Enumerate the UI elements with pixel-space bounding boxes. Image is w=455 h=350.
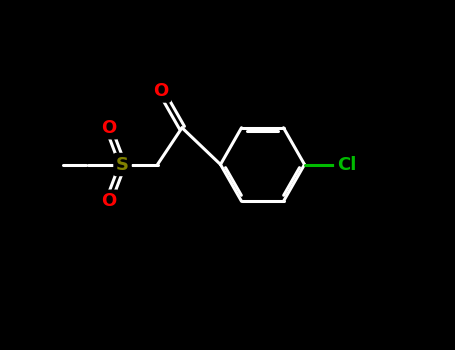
Text: O: O bbox=[153, 82, 169, 100]
Text: S: S bbox=[116, 155, 129, 174]
Text: O: O bbox=[101, 192, 116, 210]
Text: O: O bbox=[101, 119, 116, 137]
Text: Cl: Cl bbox=[337, 155, 356, 174]
